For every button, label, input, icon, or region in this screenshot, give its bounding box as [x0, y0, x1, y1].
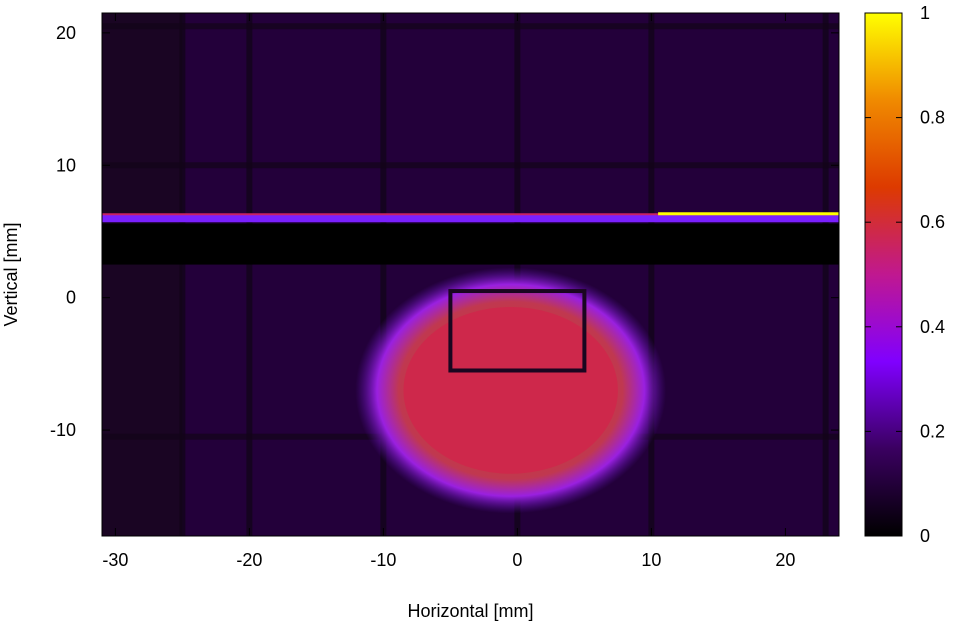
y-tick-label: 20 — [56, 23, 76, 43]
y-axis: -10 0 10 20 — [50, 23, 839, 440]
y-tick-label: -10 — [50, 420, 76, 440]
heatmap-left-shadow — [102, 13, 183, 536]
vertical-wire-shadow — [380, 13, 387, 536]
x-tick-label: 10 — [641, 550, 661, 570]
beam-spot-core — [403, 306, 618, 474]
colorbar-tick-label: 0.8 — [920, 108, 945, 128]
vertical-wire-shadow — [179, 13, 186, 536]
colorbar-tick-label: 0 — [920, 526, 930, 546]
bright-strip-peak — [658, 212, 839, 216]
bright-strip-edge — [102, 213, 839, 216]
colorbar-tick-label: 0.4 — [920, 317, 945, 337]
colorbar-tick-label: 0.6 — [920, 212, 945, 232]
x-axis: -30 -20 -10 0 10 20 — [102, 13, 795, 570]
colorbar: 0 0.2 0.4 0.6 0.8 1 — [864, 3, 945, 546]
vertical-wire-shadow — [246, 13, 253, 536]
colorbar-bar — [864, 12, 903, 537]
y-tick-label: 0 — [66, 288, 76, 308]
y-tick-label: 10 — [56, 155, 76, 175]
x-tick-label: 0 — [512, 550, 522, 570]
x-tick-label: -10 — [370, 550, 396, 570]
y-axis-title: Vertical [mm] — [1, 222, 21, 326]
vertical-wire-shadow — [648, 13, 655, 536]
x-axis-title: Horizontal [mm] — [407, 601, 533, 621]
vertical-wire-shadow — [822, 13, 829, 536]
dark-band — [102, 223, 839, 265]
colorbar-tick-label: 1 — [920, 3, 930, 23]
inner-bracket — [448, 289, 587, 373]
x-tick-label: -20 — [236, 550, 262, 570]
horizontal-wire-shadow — [102, 23, 839, 30]
x-tick-label: 20 — [775, 550, 795, 570]
colorbar-tick-label: 0.2 — [920, 421, 945, 441]
bright-strip — [102, 214, 839, 223]
heatmap-plot-area — [102, 13, 839, 536]
x-tick-label: -30 — [102, 550, 128, 570]
horizontal-wire-shadow — [102, 162, 839, 169]
plot-frame — [101, 12, 840, 537]
